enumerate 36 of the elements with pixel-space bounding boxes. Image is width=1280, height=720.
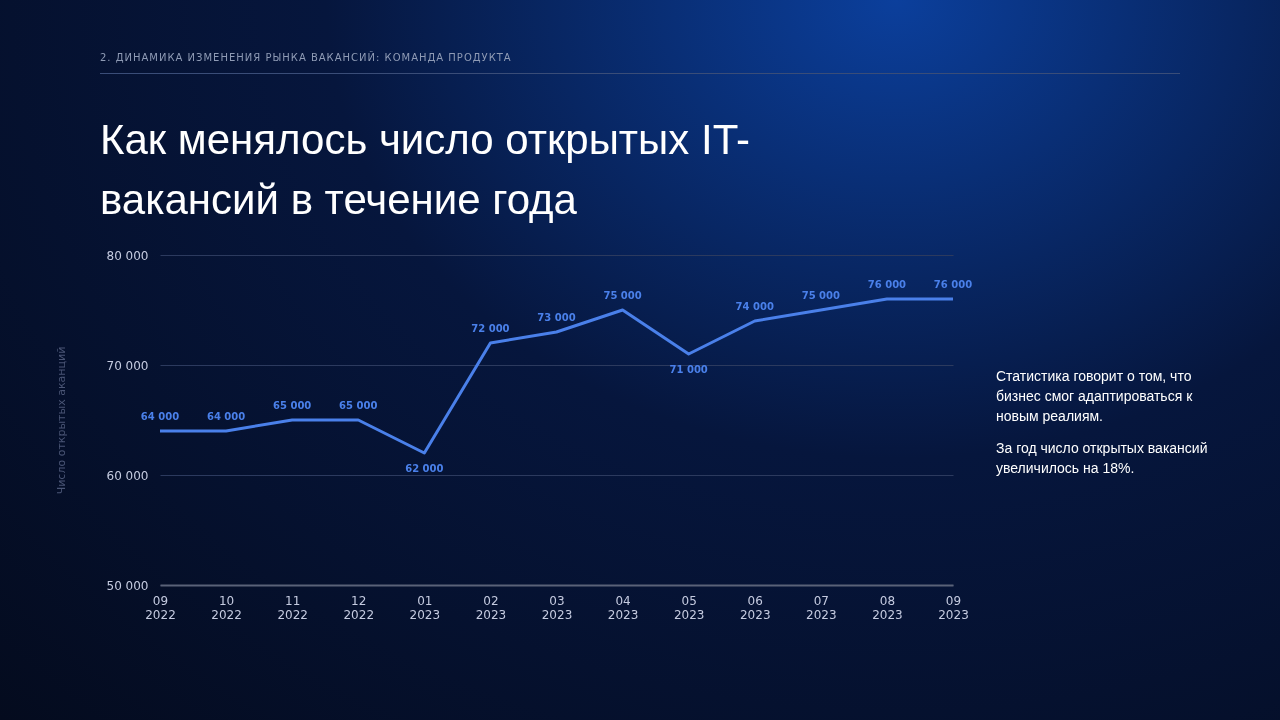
y-tick-label: 70 000 [106,358,149,373]
text: Статистика говорит о том, что бизнес смог адаптироваться к новым реалиям. [996,367,1194,426]
data-label: 75 000 [801,290,841,301]
data-label: 75 000 [603,290,642,301]
x-tick-label: 11 2022 [277,593,308,622]
data-label: 71 000 [669,364,708,375]
data-label: 72 000 [471,323,510,334]
data-label: 65 000 [273,400,312,411]
y-axis-title: Число открытых аканций [54,346,68,495]
x-tick-label: 07 2023 [806,593,837,622]
data-label: 73 000 [537,312,576,323]
x-tick-label: 02 2023 [475,593,507,622]
data-label: 64 000 [206,411,246,422]
y-tick-label: 50 000 [106,578,149,593]
data-label: 62 000 [405,463,444,474]
data-label: 76 000 [867,279,907,290]
text: За год число открытых вакансий увеличилось на 18%. [996,439,1209,478]
chart-title: Как менялось число открытых IT-вакансий в течение года [100,115,751,225]
chart-subtitle: 2. ДИНАМИКА ИЗМЕНЕНИЯ РЫНКА ВАКАНСИЙ: КОМАНДА ПРОДУКТА [100,52,1180,74]
x-tick-label: 08 2023 [872,593,903,622]
x-tick-label: 05 2023 [673,593,705,622]
x-tick-label: 09 2023 [938,593,969,622]
line-series [158,297,955,455]
data-label: 76 000 [933,279,973,290]
x-tick-label: 01 2023 [409,593,441,622]
data-label: 65 000 [339,400,378,411]
data-label: 64 000 [140,411,180,422]
x-tick-label: 04 2023 [607,593,639,622]
x-tick-label: 12 2022 [343,593,375,622]
data-label: 74 000 [735,301,774,312]
y-tick-label: 60 000 [106,468,149,483]
x-tick-label: 10 2022 [211,593,242,622]
y-tick-label: 80 000 [106,248,149,263]
x-tick-label: 06 2023 [739,593,771,622]
x-tick-label: 09 2022 [145,593,176,622]
x-tick-label: 03 2023 [541,593,573,622]
